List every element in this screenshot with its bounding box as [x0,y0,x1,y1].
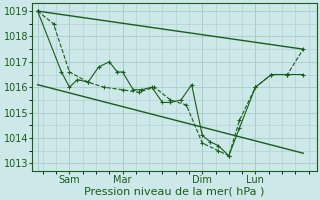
X-axis label: Pression niveau de la mer( hPa ): Pression niveau de la mer( hPa ) [84,187,265,197]
